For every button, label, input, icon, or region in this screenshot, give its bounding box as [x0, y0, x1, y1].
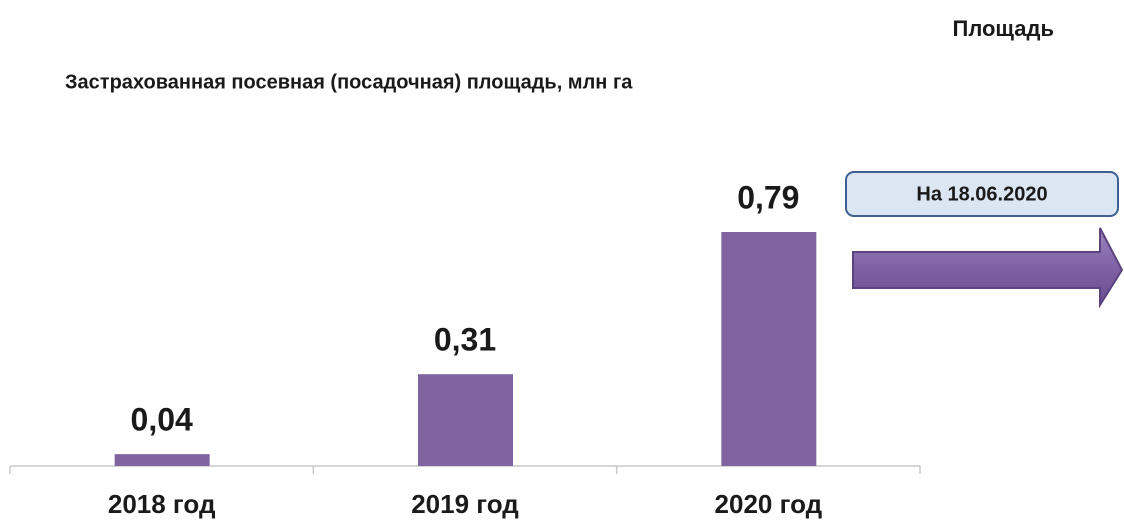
- data-label: 0,04: [131, 402, 193, 438]
- chart-title: Застрахованная посевная (посадочная) пло…: [65, 71, 633, 93]
- data-label: 0,79: [737, 179, 799, 215]
- heading: Площадь: [953, 16, 1055, 41]
- bar: [418, 374, 513, 466]
- bar: [721, 232, 817, 466]
- bar: [114, 454, 210, 466]
- arrow: [852, 227, 1124, 309]
- annotation-box: [845, 171, 1119, 217]
- x-tick-label: 2018 год: [108, 489, 216, 519]
- x-tick-label: 2020 год: [715, 489, 823, 519]
- annotation: На 18.06.2020: [916, 183, 1047, 205]
- x-tick-label: 2019 год: [411, 489, 519, 519]
- data-label: 0,31: [434, 322, 496, 358]
